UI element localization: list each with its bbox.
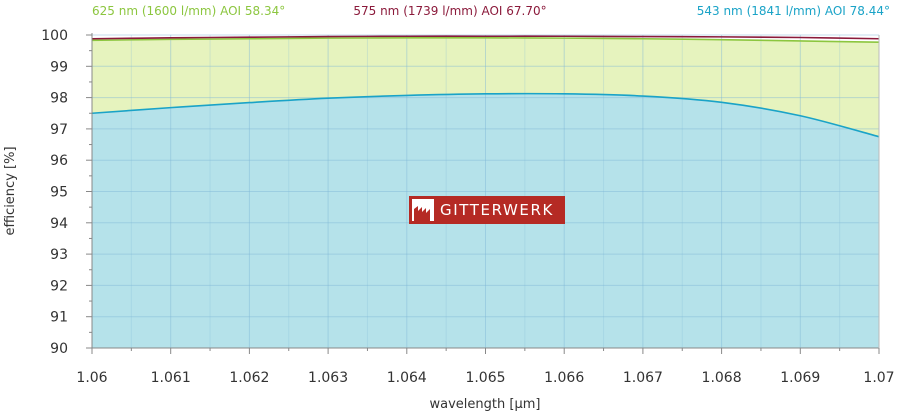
y-tick-label: 93 <box>50 247 68 263</box>
x-tick-label: 1.067 <box>623 370 663 386</box>
x-tick-label: 1.064 <box>387 370 427 386</box>
x-tick-label: 1.07 <box>863 370 894 386</box>
x-axis-title: wavelength [µm] <box>430 397 541 412</box>
x-tick-label: 1.068 <box>702 370 742 386</box>
x-tick-label: 1.063 <box>308 370 348 386</box>
series-line-0 <box>91 36 880 43</box>
y-tick-label: 94 <box>50 216 68 232</box>
grid-lines <box>91 34 880 349</box>
x-tick-label: 1.062 <box>229 370 269 386</box>
x-tick-label: 1.065 <box>465 370 505 386</box>
y-tick-label: 98 <box>50 91 68 107</box>
y-tick-labels: 90 91 92 93 94 95 96 97 98 99 100 <box>41 28 68 357</box>
logo-text: GITTERWERK <box>440 201 554 219</box>
y-tick-label: 100 <box>41 28 68 44</box>
series-line-1 <box>91 35 880 40</box>
x-tick-labels: 1.06 1.061 1.062 1.063 1.064 1.065 1.066 1.067 1… <box>76 370 894 386</box>
y-tick-label: 95 <box>50 185 68 201</box>
y-tick-label: 92 <box>50 278 68 294</box>
factory-icon <box>412 199 434 221</box>
series-line-2 <box>91 92 880 138</box>
axes <box>86 33 880 354</box>
x-tick-label: 1.069 <box>780 370 820 386</box>
x-tick-label: 1.066 <box>544 370 584 386</box>
legend-entry-625nm: 625 nm (1600 l/mm) AOI 58.34° <box>92 4 286 18</box>
y-tick-label: 99 <box>50 59 68 75</box>
y-axis-title: efficiency [%] <box>3 146 18 235</box>
legend-entry-543nm: 543 nm (1841 l/mm) AOI 78.44° <box>696 4 890 18</box>
legend-entry-575nm: 575 nm (1739 l/mm) AOI 67.70° <box>353 4 547 18</box>
x-tick-label: 1.061 <box>151 370 191 386</box>
gitterwerk-logo: GITTERWERK <box>409 196 565 224</box>
y-tick-label: 90 <box>50 341 68 357</box>
y-tick-label: 97 <box>50 122 68 138</box>
x-tick-label: 1.06 <box>76 370 107 386</box>
series-lines <box>91 35 880 138</box>
y-tick-label: 91 <box>50 310 68 326</box>
y-tick-label: 96 <box>50 153 68 169</box>
